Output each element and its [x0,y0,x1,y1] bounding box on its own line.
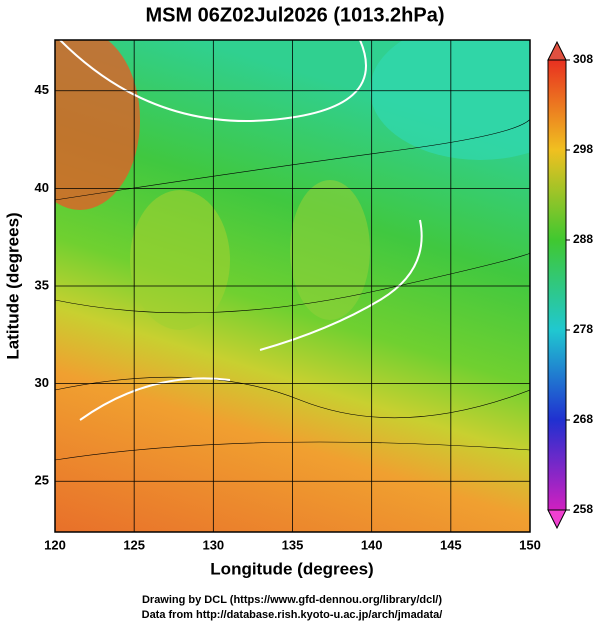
colorbar-tick-label: 268 [573,412,593,426]
x-tick-label: 140 [361,537,383,552]
y-axis-label: Latitude (degrees) [3,212,22,359]
colorbar-tick-label: 278 [573,322,593,336]
x-tick-label: 145 [440,537,462,552]
y-tick-label: 35 [35,277,49,292]
y-tick-label: 45 [35,82,49,97]
y-tick-label: 25 [35,473,49,488]
field [55,40,530,532]
colorbar-tick-label: 258 [573,502,593,516]
y-tick-label: 30 [35,375,49,390]
colorbar-max-arrow [547,40,567,61]
colorbar [547,59,567,511]
x-tick-label: 135 [282,537,304,552]
title: MSM 06Z02Jul2026 (1013.2hPa) [145,4,444,26]
colorbar-tick-label: 288 [573,232,593,246]
colorbar-tick-label: 308 [573,52,593,66]
colorbar-tick-label: 298 [573,142,593,156]
y-tick-label: 40 [35,180,49,195]
footer-line: Drawing by DCL (https://www.gfd-dennou.o… [142,594,442,606]
footer-line: Data from http://database.rish.kyoto-u.a… [142,609,443,621]
colorbar-min-arrow [547,509,567,530]
x-tick-label: 150 [519,537,541,552]
x-tick-label: 125 [123,537,145,552]
x-axis-label: Longitude (degrees) [210,559,373,578]
x-tick-label: 130 [202,537,224,552]
x-tick-label: 120 [44,537,66,552]
